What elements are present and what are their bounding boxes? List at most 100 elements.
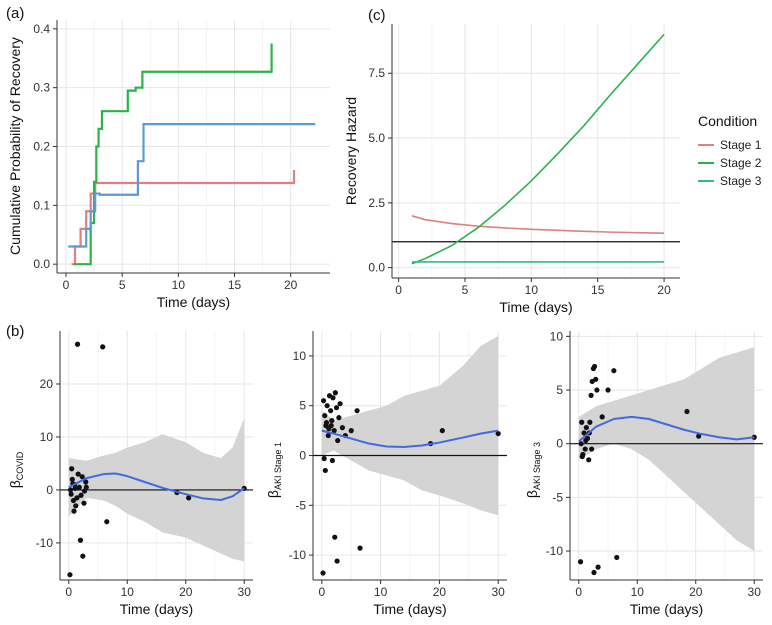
data-point	[78, 492, 84, 498]
x-axis-label: Time (days)	[373, 601, 446, 617]
data-point	[322, 467, 328, 474]
data-point	[324, 403, 330, 409]
y-tick-label: 0.0	[33, 257, 50, 271]
data-point	[320, 570, 326, 576]
y-tick-label: 0.3	[33, 81, 50, 95]
y-tick-label: 20	[40, 377, 54, 391]
data-point	[81, 488, 88, 494]
y-tick-label: 5	[556, 383, 563, 397]
data-point	[348, 428, 354, 434]
x-tick-label: 0	[575, 585, 582, 599]
data-point	[328, 408, 334, 414]
x-axis-label: Time (days)	[120, 601, 193, 617]
y-tick-label: 0.4	[33, 22, 50, 36]
data-point	[333, 405, 340, 411]
y-tick-label: 10	[550, 329, 564, 343]
chart-b2: 0 10 20 30 -10 -5 0 5 10 Time (days) βAKI Stage 1	[265, 331, 507, 617]
x-tick-label: 5	[119, 278, 126, 292]
y-tick-label: 5	[299, 399, 306, 413]
data-point	[335, 437, 341, 444]
legend-title: Condition	[698, 113, 757, 129]
y-tick-label: -10	[289, 548, 307, 562]
y-axis-label: βCOVID	[7, 451, 25, 488]
x-tick-label: 20	[179, 585, 193, 599]
data-point	[696, 433, 702, 439]
data-point	[68, 491, 74, 497]
data-point	[357, 545, 363, 551]
confidence-band	[321, 335, 499, 516]
x-tick-label: 20	[433, 585, 447, 599]
data-point	[67, 572, 73, 578]
data-point	[332, 534, 338, 540]
legend-item: Stage 2	[720, 156, 762, 170]
x-axis-label: Time (days)	[499, 299, 572, 315]
x-tick-label: 10	[374, 585, 388, 599]
data-point	[325, 432, 331, 439]
data-point	[605, 387, 611, 393]
smooth-curve	[321, 429, 499, 449]
data-point	[583, 437, 589, 444]
data-point	[69, 466, 75, 472]
x-tick-label: 0	[395, 283, 402, 297]
y-tick-label: 7.5	[368, 66, 385, 80]
data-point	[587, 419, 593, 425]
data-point	[329, 457, 335, 464]
y-tick-label: -5	[295, 498, 306, 512]
y-axis-label: Recovery Hazard	[343, 97, 359, 205]
panel-label: (b)	[6, 323, 24, 340]
x-tick-label: 15	[228, 278, 242, 292]
data-point	[186, 495, 192, 501]
y-tick-label: 2.5	[368, 196, 385, 210]
data-point	[328, 423, 334, 429]
chart-b3: 0 10 20 30 -10 -5 0 5 10 Time (days) βAKI Stage 3	[524, 329, 763, 617]
data-point	[495, 430, 501, 437]
smooth-curve	[68, 472, 245, 502]
data-point	[684, 408, 690, 415]
data-point	[593, 376, 599, 382]
data-point	[588, 392, 594, 398]
data-point	[322, 413, 328, 419]
data-point	[67, 487, 74, 493]
y-axis-label: βAKI Stage 1	[265, 442, 283, 498]
x-tick-label: 0	[65, 585, 72, 599]
data-point	[337, 401, 343, 407]
data-point	[354, 408, 360, 414]
y-tick-label: -5	[552, 490, 563, 504]
chart-c: 0 5 10 15 20 0.0 2.5 5.0 7.5 Time (days) Recovery …	[343, 7, 680, 315]
data-point	[589, 446, 595, 452]
data-point	[83, 479, 89, 485]
data-point	[591, 569, 597, 576]
smooth-curve	[578, 415, 755, 443]
legend: Condition Stage 1 Stage 2 Stage 3	[698, 113, 762, 188]
data-point	[332, 390, 338, 396]
data-point	[75, 471, 81, 477]
series-line-2	[73, 43, 273, 266]
data-point	[100, 344, 106, 350]
data-point	[74, 495, 80, 501]
data-point	[339, 425, 345, 431]
y-tick-label: 0	[46, 483, 53, 497]
data-point	[329, 418, 335, 424]
data-point	[336, 415, 342, 421]
data-point	[330, 395, 336, 401]
data-point	[76, 484, 82, 490]
chart-b1: 0 10 20 30 -10 0 10 20 Time (days) βCOVID (b)	[6, 323, 253, 617]
panel-label: (c)	[368, 7, 386, 24]
data-point	[69, 476, 75, 482]
y-tick-label: 0.0	[368, 261, 385, 275]
data-point	[72, 485, 78, 491]
y-tick-label: -10	[546, 544, 564, 558]
y-tick-label: 0.2	[33, 140, 50, 154]
legend-item: Stage 1	[720, 138, 762, 152]
series-line-1	[411, 215, 665, 234]
data-point	[439, 428, 445, 434]
data-point	[320, 398, 327, 404]
data-point	[591, 363, 598, 370]
data-point	[595, 564, 601, 570]
data-point	[79, 474, 85, 480]
data-point	[334, 558, 340, 564]
y-axis-label: βAKI Stage 3	[524, 442, 542, 498]
data-point	[577, 559, 584, 565]
x-tick-label: 30	[492, 585, 506, 599]
